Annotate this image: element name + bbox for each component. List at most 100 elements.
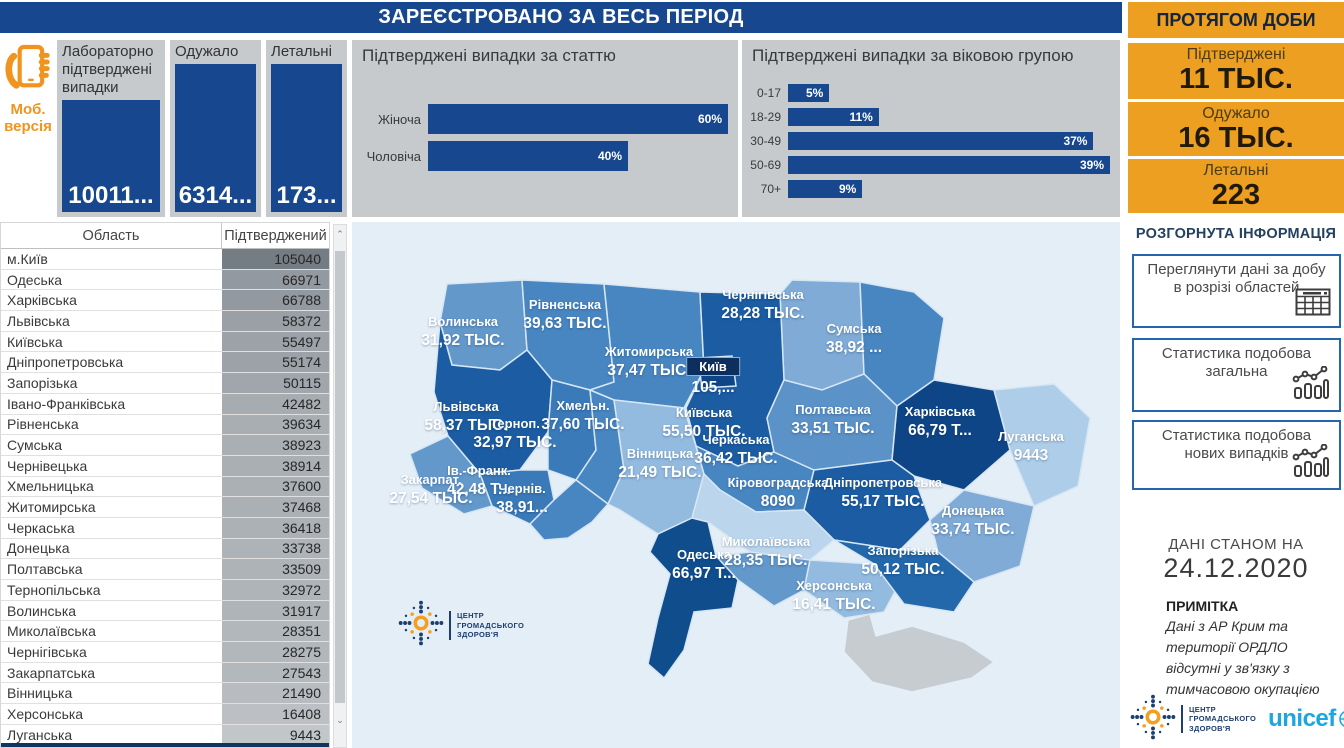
bar-category-label: 70+ — [760, 182, 781, 196]
details-button-1[interactable]: Переглянути дані за добу в розрізі облас… — [1132, 254, 1341, 328]
kpi-label: Лабораторно підтверджені випадки — [62, 43, 154, 96]
confirmed-value-cell: 32972 — [222, 580, 329, 600]
bar[interactable]: 9% — [788, 180, 863, 198]
table-row[interactable]: Дніпропетровська 55174 — [1, 352, 329, 374]
confirmed-value-cell: 42482 — [222, 393, 329, 414]
bar-row: 0-17 5% — [742, 84, 1110, 102]
region-volyn[interactable] — [439, 279, 528, 371]
note-title: ПРИМІТКА — [1166, 598, 1239, 614]
bar[interactable]: 40% — [428, 141, 628, 171]
bar-row: 30-49 37% — [742, 132, 1110, 150]
confirmed-value-cell: 37468 — [222, 497, 329, 517]
region-name-cell: Чернігівська — [7, 643, 87, 660]
bar[interactable]: 39% — [788, 156, 1110, 174]
table-row[interactable]: Миколаївська 28351 — [1, 621, 329, 643]
line-chart-icon — [1291, 443, 1331, 483]
ukraine-choropleth-map: Волинська 31,92 ТЫС. Рівненська 39,63 ТЫС. Ж… — [352, 222, 1120, 748]
page-title: ЗАРЕЄСТРОВАНО ЗА ВЕСЬ ПЕРІОД — [378, 6, 744, 28]
scrollbar-thumb[interactable] — [335, 251, 345, 703]
table-row[interactable]: Херсонська 16408 — [1, 704, 329, 725]
region-poltava[interactable] — [766, 373, 898, 471]
confirmed-value-cell: 27543 — [222, 662, 329, 683]
table-row[interactable]: Рівненська 39634 — [1, 414, 329, 436]
confirmed-value-cell: 39634 — [222, 414, 329, 435]
scroll-up-arrow[interactable]: ⌃ — [336, 229, 344, 239]
mobile-phone-icon — [5, 44, 50, 89]
table-row[interactable]: Запорізька 50115 — [1, 373, 329, 394]
details-button-label: Статистика подобова загальна — [1161, 345, 1312, 380]
table-row[interactable]: Тернопільська 32972 — [1, 580, 329, 601]
table-row[interactable]: м.Київ 105040 — [1, 249, 329, 270]
line-chart-icon — [1291, 365, 1331, 405]
scroll-down-arrow[interactable]: ⌄ — [336, 715, 344, 725]
table-row[interactable]: Київська 55497 — [1, 331, 329, 353]
region-zakarpattia[interactable] — [409, 435, 493, 515]
bar-row: Жіноча 60% — [352, 104, 728, 134]
table-row[interactable]: Закарпатська 27543 — [1, 662, 329, 684]
table-row[interactable]: Донецька 33738 — [1, 538, 329, 560]
confirmed-value-cell: 33738 — [222, 538, 329, 559]
region-odesa[interactable] — [647, 517, 739, 680]
confirmed-value-cell: 36418 — [222, 517, 329, 538]
as-of-label: ДАНІ СТАНОМ НА — [1168, 536, 1304, 553]
bar-value-label: 9% — [838, 182, 857, 196]
region-kyiv_city[interactable] — [697, 355, 737, 389]
details-button-2[interactable]: Статистика подобова загальна — [1132, 338, 1341, 412]
bar-row: 50-69 39% — [742, 156, 1110, 174]
bar-value-label: 5% — [805, 86, 824, 100]
chart-bars: 0-17 5% 18-29 11% 30-49 37% 50-69 39% 70+ 9% — [742, 84, 1110, 204]
bar-category-label: Чоловіча — [366, 148, 421, 164]
bar[interactable]: 5% — [788, 84, 830, 102]
region-name-cell: Хмельницька — [7, 478, 94, 495]
kpi-confirmed-total: Лабораторно підтверджені випадки 10011..… — [57, 40, 165, 217]
note-text: Дані з АР Крим та території ОРДЛО відсут… — [1166, 618, 1320, 697]
phc-starburst-icon — [398, 600, 444, 651]
table-row[interactable]: Вінницька 21490 — [1, 683, 329, 705]
confirmed-value-cell: 31917 — [222, 600, 329, 621]
table-row[interactable]: Чернівецька 38914 — [1, 455, 329, 477]
bar-value-label: 60% — [697, 112, 722, 126]
region-name-cell: Миколаївська — [7, 623, 96, 640]
bar[interactable]: 11% — [788, 108, 879, 126]
mobile-version-link[interactable]: Моб. версія — [1, 42, 55, 135]
table-row[interactable]: Хмельницька 37600 — [1, 476, 329, 498]
bar[interactable]: 37% — [788, 132, 1094, 150]
table-row[interactable]: Черкаська 36418 — [1, 517, 329, 539]
bar-row: Чоловіча 40% — [352, 141, 728, 171]
table-row[interactable]: Чернігівська 28275 — [1, 642, 329, 663]
table-row[interactable]: Сумська 38923 — [1, 435, 329, 456]
table-row[interactable]: Львівська 58372 — [1, 311, 329, 332]
confirmed-value-cell: 38914 — [222, 455, 329, 476]
region-zaporizhzhia[interactable] — [833, 539, 975, 613]
region-name-cell: Херсонська — [7, 705, 84, 722]
table-row[interactable]: Харківська 66788 — [1, 290, 329, 312]
details-button-3[interactable]: Статистика подобова нових випадків — [1132, 420, 1341, 490]
confirmed-value-cell: 37600 — [222, 476, 329, 497]
confirmed-value-cell: 21490 — [222, 683, 329, 704]
region-name-cell: Сумська — [7, 437, 63, 454]
kpi-value: 173... — [271, 64, 342, 212]
region-chernivtsi[interactable] — [528, 479, 610, 541]
table-clipped-row — [1, 743, 329, 747]
kpi-value: 6314... — [175, 64, 256, 212]
table-row[interactable]: Івано-Франківська 42482 — [1, 393, 329, 415]
region-name-cell: Вінницька — [7, 685, 73, 702]
table-scrollbar[interactable]: ⌃ ⌄ — [333, 224, 347, 748]
region-name-cell: Закарпатська — [7, 664, 96, 681]
details-section-title: РОЗГОРНУТА ІНФОРМАЦІЯ — [1135, 226, 1337, 242]
gender-bar-chart: Підтверджені випадки за статтю Жіноча 60%… — [352, 40, 738, 217]
confirmed-value-cell: 66788 — [222, 290, 329, 311]
bar-category-label: 30-49 — [750, 134, 781, 148]
bar[interactable]: 60% — [428, 104, 728, 134]
confirmed-value-cell: 28351 — [222, 621, 329, 642]
region-chernihiv[interactable] — [779, 279, 865, 391]
region-luhansk[interactable] — [993, 383, 1091, 507]
region-kherson[interactable] — [803, 559, 899, 619]
column-header-region[interactable]: Область — [1, 223, 222, 248]
column-header-confirmed[interactable]: Підтверджений — [224, 227, 327, 244]
table-row[interactable]: Волинська 31917 — [1, 600, 329, 622]
table-row[interactable]: Полтавська 33509 — [1, 559, 329, 580]
table-row[interactable]: Одеська 66971 — [1, 269, 329, 291]
table-row[interactable]: Житомирська 37468 — [1, 497, 329, 518]
table-header-row: Область Підтверджений — [1, 223, 329, 249]
